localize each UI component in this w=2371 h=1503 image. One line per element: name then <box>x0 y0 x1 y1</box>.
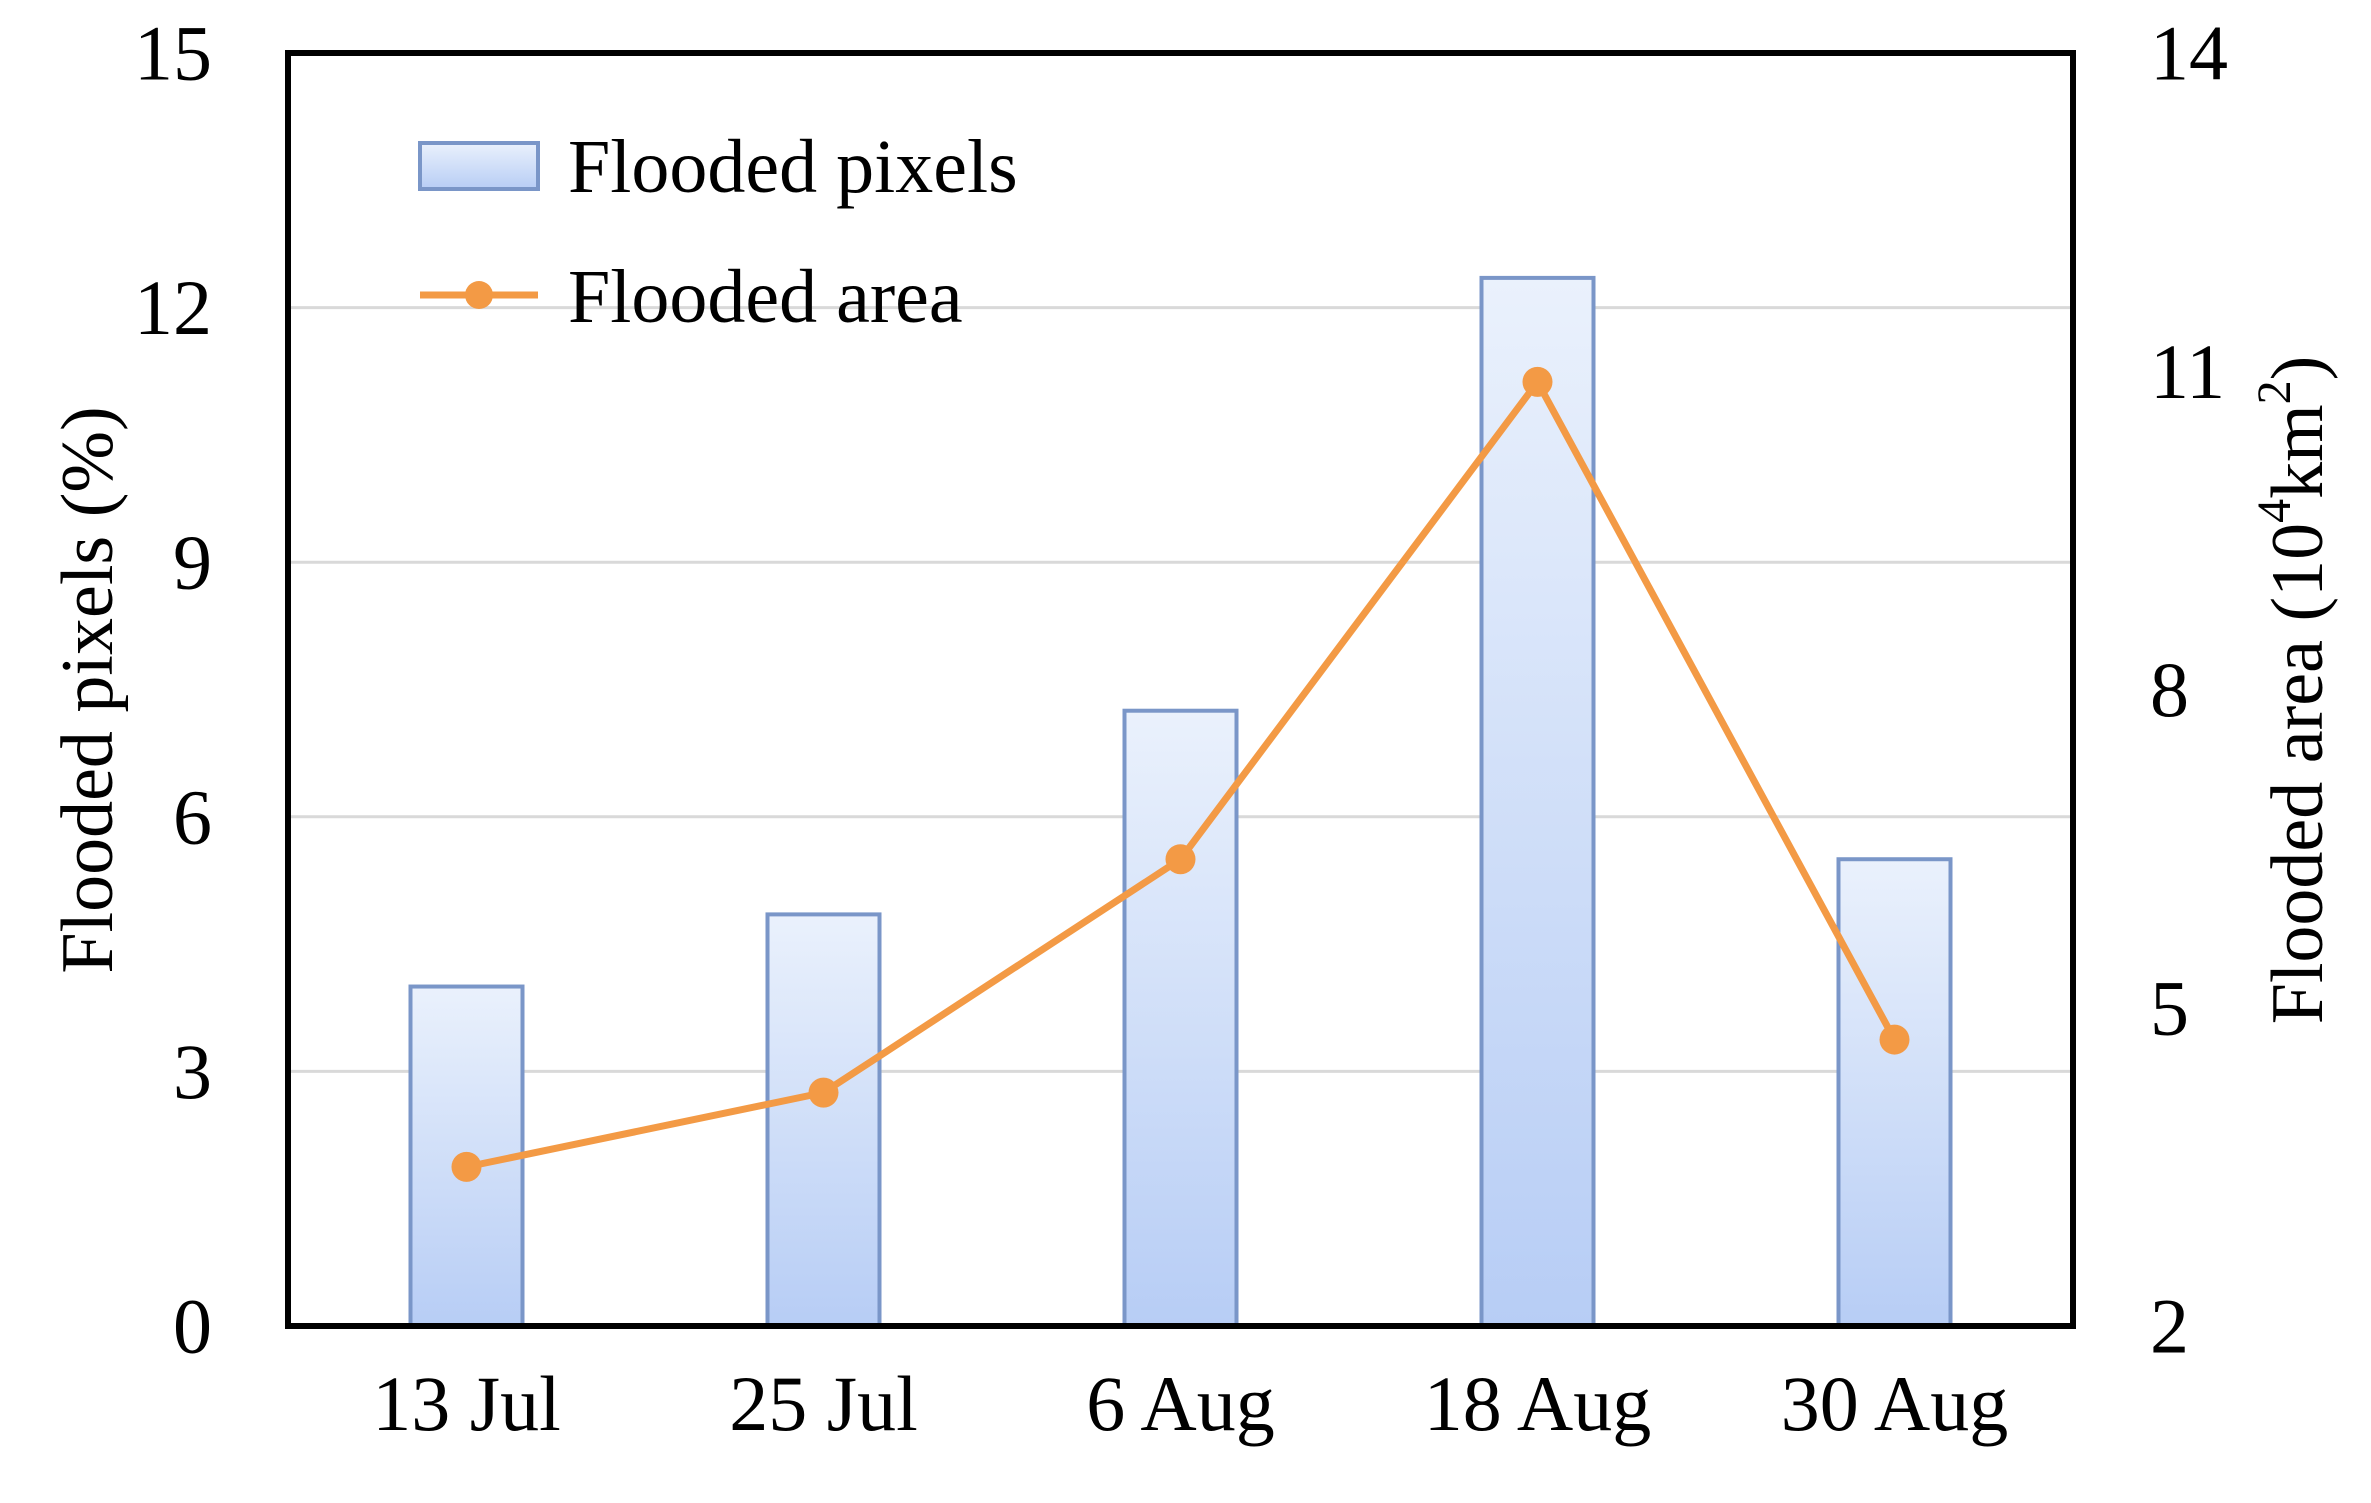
left-tick-label: 12 <box>134 264 212 351</box>
right-tick-label: 11 <box>2150 328 2225 415</box>
right-axis-label-mid: km <box>2257 404 2339 499</box>
left-axis-ticks: 0 3 6 9 12 15 <box>134 10 212 1370</box>
line-point <box>1879 1024 1910 1055</box>
left-tick-label: 0 <box>173 1283 212 1370</box>
x-tick-label: 18 Aug <box>1424 1360 1652 1447</box>
right-tick-label: 2 <box>2150 1283 2189 1370</box>
left-tick-label: 3 <box>173 1028 212 1115</box>
legend-line-label: Flooded area <box>568 255 963 339</box>
legend: Flooded pixels Flooded area <box>418 125 1018 339</box>
line-point <box>451 1151 482 1182</box>
line-point <box>1522 366 1553 397</box>
left-tick-label: 6 <box>173 773 212 860</box>
line-series <box>451 366 1910 1182</box>
x-tick-label: 13 Jul <box>372 1360 561 1447</box>
bar <box>765 912 882 1328</box>
left-tick-label: 9 <box>173 519 212 606</box>
x-tick-label: 6 Aug <box>1086 1360 1275 1447</box>
x-tick-label: 30 Aug <box>1781 1360 2009 1447</box>
x-axis-ticks: 13 Jul 25 Jul 6 Aug 18 Aug 30 Aug <box>372 1360 2008 1447</box>
left-axis-label: Flooded pixels (%) <box>47 406 129 973</box>
right-axis-label-end: ) <box>2257 356 2339 381</box>
right-axis-ticks: 2 5 8 11 14 <box>2150 10 2228 1370</box>
left-tick-label: 15 <box>134 10 212 97</box>
right-tick-label: 5 <box>2150 964 2189 1051</box>
right-tick-label: 8 <box>2150 646 2189 733</box>
plot-frame <box>285 50 2076 1329</box>
right-axis-label: Flooded area (104km2) <box>2248 356 2339 1025</box>
right-axis-label-sup1: 4 <box>2248 499 2301 523</box>
x-tick-label: 25 Jul <box>729 1360 918 1447</box>
right-axis-label-sup2: 2 <box>2248 380 2301 404</box>
line-point <box>1165 844 1196 875</box>
bar <box>1836 857 1953 1328</box>
line-point <box>808 1077 839 1108</box>
right-tick-label: 14 <box>2150 10 2228 97</box>
bar-series <box>408 275 1953 1329</box>
right-axis-label-main: Flooded area (10 <box>2257 523 2339 1024</box>
legend-bar-label: Flooded pixels <box>568 125 1018 209</box>
legend-bar-swatch <box>418 141 540 191</box>
legend-line-marker <box>465 281 493 309</box>
